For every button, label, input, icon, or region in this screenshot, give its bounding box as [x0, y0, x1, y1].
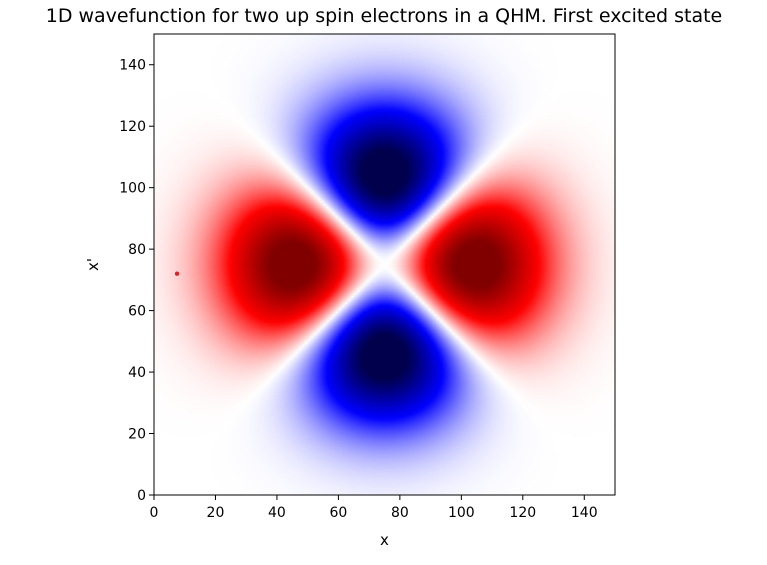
y-tick-label: 120 [119, 119, 146, 135]
heatmap-raster [154, 34, 615, 495]
marker-point [174, 271, 180, 276]
x-tick-label: 40 [268, 505, 286, 521]
y-tick-label: 20 [128, 427, 146, 443]
x-tick-label: 20 [207, 505, 225, 521]
chart-marks [174, 271, 180, 276]
x-tick-label: 140 [571, 505, 598, 521]
x-tick-label: 0 [150, 505, 159, 521]
y-axis-label: x' [84, 258, 102, 271]
heatmap-image [154, 34, 615, 495]
x-tick-label: 80 [391, 505, 409, 521]
x-tick-label: 100 [448, 505, 475, 521]
y-axis-ticks: 0 20 40 60 80 100 120 140 [119, 58, 154, 504]
y-tick-label: 40 [128, 365, 146, 381]
y-tick-label: 100 [119, 181, 146, 197]
plot-frame [153, 33, 616, 496]
y-tick-label: 140 [119, 58, 146, 74]
x-tick-label: 120 [509, 505, 536, 521]
y-tick-label: 0 [137, 488, 146, 504]
y-tick-label: 60 [128, 304, 146, 320]
chart-title: 1D wavefunction for two up spin electron… [46, 5, 723, 27]
y-tick-label: 80 [128, 242, 146, 258]
x-tick-label: 60 [329, 505, 347, 521]
x-axis-label: x [380, 531, 389, 549]
x-axis-ticks: 0 20 40 60 80 100 120 140 [150, 495, 598, 521]
